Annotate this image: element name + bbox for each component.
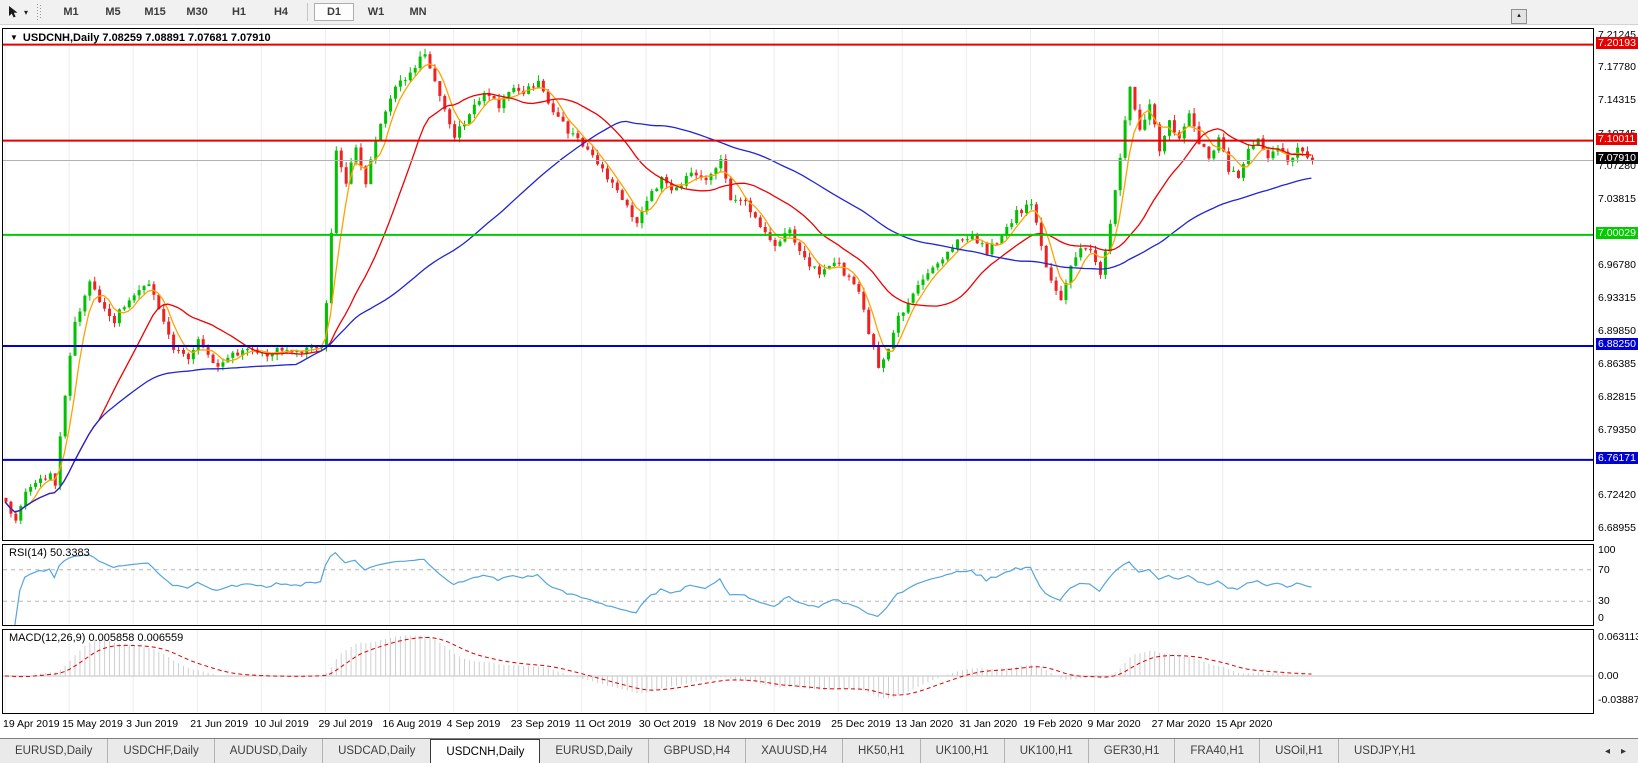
- timeframe-button-m15[interactable]: M15: [144, 6, 166, 18]
- candlestick-chart[interactable]: [3, 29, 1593, 540]
- chart-symbol-label: USDCNH,Daily: [22, 32, 100, 44]
- tab-eurusd-daily[interactable]: EURUSD,Daily: [555, 745, 633, 757]
- level-badge: 6.88250: [1596, 337, 1638, 350]
- rsi-tick: 70: [1598, 563, 1610, 576]
- chart-title: ▼ USDCNH,Daily 7.08259 7.08891 7.07681 7.…: [10, 32, 271, 44]
- level-badge: 7.20193: [1596, 36, 1638, 49]
- level-badge: 7.00029: [1596, 226, 1638, 239]
- tab-uk100-h1[interactable]: UK100,H1: [1003, 739, 1088, 763]
- price-tick: 7.17780: [1598, 61, 1636, 74]
- date-label: 25 Dec 2019: [831, 718, 891, 730]
- date-label: 3 Jun 2019: [126, 718, 179, 730]
- tab-fra40-h1[interactable]: FRA40,H1: [1174, 739, 1259, 763]
- price-tick: 6.82815: [1598, 391, 1636, 404]
- date-label: 6 Dec 2019: [767, 718, 821, 730]
- tab-audusd-daily[interactable]: AUDUSD,Daily: [213, 739, 322, 763]
- price-tick: 6.89850: [1598, 324, 1636, 337]
- chevron-down-icon: ▾: [24, 7, 29, 17]
- date-label: 18 Nov 2019: [702, 718, 763, 730]
- price-chart-pane: ▼ USDCNH,Daily 7.08259 7.08891 7.07681 7.…: [2, 28, 1594, 541]
- chart-tabbar: EURUSD,Daily USDCHF,Daily AUDUSD,Daily USDC…: [0, 738, 1638, 763]
- date-label: 30 Oct 2019: [638, 718, 697, 730]
- tabs-scroll-right-icon[interactable]: ▸: [1620, 745, 1626, 757]
- tab-usdjpy-h1[interactable]: USDJPY,H1: [1338, 739, 1431, 763]
- tab-usdchf-daily[interactable]: USDCHF,Daily: [107, 739, 213, 763]
- toolbar: ▾ M1 M5 M15 M30 H1 H4 D1 W1 MN: [0, 0, 1638, 25]
- date-label: 19 Feb 2020: [1023, 718, 1083, 730]
- price-axis: 7.212457.177807.143157.107457.072807.038…: [1596, 28, 1638, 541]
- date-label: 10 Jul 2019: [254, 718, 309, 730]
- macd-tick: 0.063113: [1598, 630, 1638, 643]
- collapse-triangle-icon[interactable]: ▼: [10, 33, 18, 42]
- price-tick: 6.79350: [1598, 423, 1636, 436]
- tab-usoil-h1[interactable]: USOil,H1: [1259, 739, 1338, 763]
- rsi-axis: 100 70 30 0: [1596, 544, 1638, 626]
- tab-uk100-h1[interactable]: UK100,H1: [919, 739, 1004, 763]
- tab-gbpusd-h4[interactable]: GBPUSD,H4: [647, 739, 745, 763]
- timeframe-button-m1[interactable]: M1: [63, 6, 79, 18]
- level-badge: 6.76171: [1596, 451, 1638, 464]
- rsi-tick: 0: [1598, 612, 1604, 624]
- macd-pane: MACD(12,26,9) 0.005858 0.006559: [2, 629, 1594, 714]
- price-tick: 7.03815: [1598, 193, 1636, 206]
- timeframe-button-m5[interactable]: M5: [105, 6, 121, 18]
- tab-hk50-h1[interactable]: HK50,H1: [841, 739, 920, 763]
- date-label: 13 Jan 2020: [895, 718, 954, 730]
- timeframe-button-h1[interactable]: H1: [231, 6, 247, 18]
- date-label: 9 Mar 2020: [1087, 718, 1141, 730]
- rsi-pane: RSI(14) 50.3383: [2, 544, 1594, 626]
- timeframe-button-h4[interactable]: H4: [273, 6, 289, 18]
- date-axis: 19 Apr 2019 15 May 2019 3 Jun 2019 21 Jun 2…: [2, 716, 1594, 736]
- date-label: 19 Apr 2019: [3, 718, 60, 730]
- tab-arrows: ◂ ▸: [1593, 739, 1638, 763]
- price-tick: 6.86385: [1598, 357, 1636, 370]
- cursor-tool-button[interactable]: ▾: [0, 1, 33, 23]
- tab-usdcnh-daily[interactable]: USDCNH,Daily: [430, 739, 541, 763]
- current-price-badge: 7.07910: [1596, 152, 1638, 165]
- price-tick: 7.14315: [1598, 94, 1636, 107]
- date-label: 15 May 2019: [62, 718, 123, 730]
- tab-eurusd-daily[interactable]: EURUSD,Daily: [15, 745, 93, 757]
- date-label: 31 Jan 2020: [959, 718, 1018, 730]
- price-tick: 6.93315: [1598, 292, 1636, 305]
- timeframe-button-mn[interactable]: MN: [409, 6, 427, 18]
- macd-tick: 0.00: [1598, 670, 1619, 682]
- date-label: 11 Oct 2019: [574, 718, 632, 730]
- date-label: 4 Sep 2019: [446, 718, 501, 730]
- rsi-tick: 100: [1598, 544, 1616, 556]
- level-badge: 7.10011: [1596, 132, 1638, 145]
- chart-ohlc-values: 7.08259 7.08891 7.07681 7.07910: [102, 32, 271, 44]
- macd-axis: 0.063113 0.00 -0.038872: [1596, 629, 1638, 714]
- date-label: 21 Jun 2019: [190, 718, 249, 730]
- cursor-tool-icon: [9, 6, 18, 18]
- tabs-scroll-left-icon[interactable]: ◂: [1604, 745, 1610, 757]
- toolbar-divider: [307, 3, 309, 21]
- date-label: 16 Aug 2019: [382, 718, 442, 730]
- price-tick: 6.96780: [1598, 259, 1636, 272]
- tab-ger30-h1[interactable]: GER30,H1: [1087, 739, 1175, 763]
- rsi-label: RSI(14) 50.3383: [9, 547, 90, 559]
- timeframe-button-d1[interactable]: D1: [314, 3, 355, 21]
- date-label: 15 Apr 2020: [1215, 718, 1273, 730]
- rsi-tick: 30: [1598, 595, 1610, 608]
- macd-label: MACD(12,26,9) 0.005858 0.006559: [9, 632, 184, 644]
- date-label: 29 Jul 2019: [318, 718, 373, 730]
- tab-xauusd-h4[interactable]: XAUUSD,H4: [745, 739, 842, 763]
- timeframe-group: M1 M5 M15 M30 H1 H4 D1 W1 MN: [50, 3, 439, 21]
- timeframe-button-m30[interactable]: M30: [186, 6, 208, 18]
- tab-usdcad-daily[interactable]: USDCAD,Daily: [322, 739, 430, 763]
- macd-tick: -0.038872: [1598, 694, 1638, 707]
- date-label: 27 Mar 2020: [1151, 718, 1211, 730]
- rsi-chart[interactable]: [3, 545, 1593, 625]
- date-label: 23 Sep 2019: [510, 718, 571, 730]
- toolbar-grip: [37, 4, 43, 20]
- timeframe-button-w1[interactable]: W1: [367, 6, 385, 18]
- macd-chart[interactable]: [3, 630, 1593, 713]
- price-tick: 6.72420: [1598, 489, 1636, 502]
- chart-scroll-up-button[interactable]: ▴: [1511, 9, 1527, 24]
- chart-tabs: EURUSD,Daily USDCHF,Daily AUDUSD,Daily USDC…: [0, 739, 1431, 763]
- price-tick: 6.68955: [1598, 521, 1636, 534]
